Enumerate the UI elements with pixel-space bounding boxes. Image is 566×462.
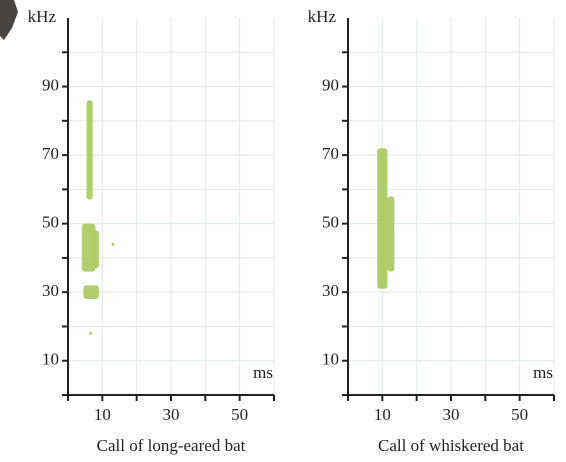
chart-title: Call of long-eared bat xyxy=(97,436,246,455)
call-blob xyxy=(81,223,96,272)
call-blob xyxy=(86,100,93,200)
x-tick-label: 10 xyxy=(94,405,111,424)
chart-title: Call of whiskered bat xyxy=(378,436,524,455)
y-axis-label: kHz xyxy=(308,7,337,26)
y-axis-label: kHz xyxy=(28,7,57,26)
y-tick-label: 50 xyxy=(322,213,339,232)
call-blob xyxy=(93,230,99,269)
x-tick-label: 50 xyxy=(511,405,528,424)
y-tick-label: 10 xyxy=(42,350,59,369)
y-tick-label: 70 xyxy=(322,144,339,163)
x-tick-label: 10 xyxy=(374,405,391,424)
y-tick-label: 10 xyxy=(322,350,339,369)
call-blob xyxy=(387,196,395,272)
corner-image xyxy=(0,0,18,40)
x-tick-label: 30 xyxy=(443,405,460,424)
y-tick-label: 30 xyxy=(42,281,59,300)
x-tick-label: 30 xyxy=(163,405,180,424)
y-tick-label: 50 xyxy=(42,213,59,232)
call-blob xyxy=(377,148,388,289)
x-axis-label: ms xyxy=(533,363,553,382)
y-tick-label: 70 xyxy=(42,144,59,163)
call-blob xyxy=(89,331,93,336)
call-blob xyxy=(83,285,99,300)
x-axis-label: ms xyxy=(253,363,273,382)
call-blob xyxy=(111,242,115,246)
x-tick-label: 50 xyxy=(231,405,248,424)
y-tick-label: 90 xyxy=(42,75,59,94)
y-tick-label: 30 xyxy=(322,281,339,300)
y-tick-label: 90 xyxy=(322,75,339,94)
